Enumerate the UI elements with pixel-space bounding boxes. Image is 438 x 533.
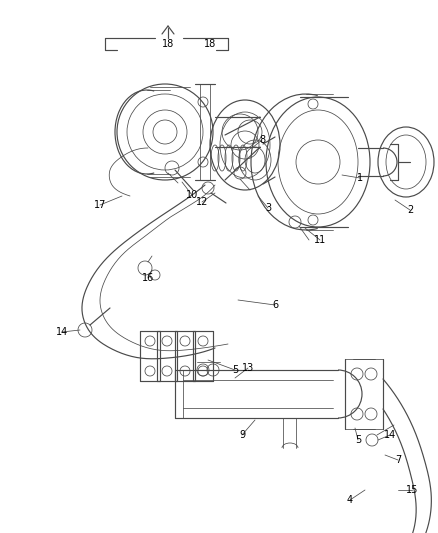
Text: 5: 5 [355,435,361,445]
Text: 17: 17 [94,200,106,210]
Text: 2: 2 [407,205,413,215]
Text: 12: 12 [196,197,208,207]
Text: 16: 16 [142,273,154,283]
Text: 10: 10 [186,190,198,200]
Text: 18: 18 [162,39,174,49]
Text: 9: 9 [239,430,245,440]
Text: 11: 11 [314,235,326,245]
Text: 5: 5 [232,365,238,375]
Text: 14: 14 [384,430,396,440]
Text: 13: 13 [242,363,254,373]
Text: 7: 7 [395,455,401,465]
Text: 4: 4 [347,495,353,505]
Text: 1: 1 [357,173,363,183]
Text: 18: 18 [204,39,216,49]
Text: 8: 8 [259,135,265,145]
Text: 6: 6 [272,300,278,310]
Text: 15: 15 [406,485,418,495]
Text: 14: 14 [56,327,68,337]
Text: 3: 3 [265,203,271,213]
